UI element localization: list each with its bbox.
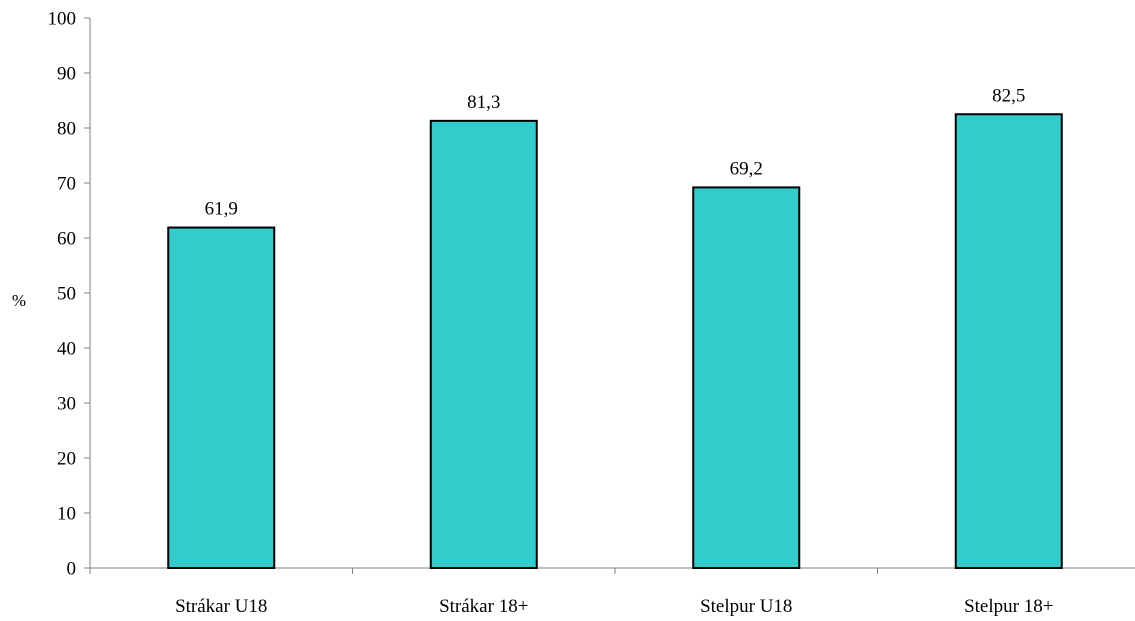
x-tick-label: Stelpur 18+ <box>964 596 1053 617</box>
data-label: 82,5 <box>992 85 1025 106</box>
y-tick-label: 40 <box>57 339 76 360</box>
y-tick-label: 20 <box>57 449 76 470</box>
y-tick-label: 50 <box>57 284 76 305</box>
y-tick-label: 30 <box>57 394 76 415</box>
y-tick-label: 100 <box>48 9 77 30</box>
x-tick-label: Strákar U18 <box>175 596 267 617</box>
y-tick-label: 0 <box>67 559 77 580</box>
x-tick-label: Strákar 18+ <box>439 596 528 617</box>
data-label: 69,2 <box>730 158 763 179</box>
data-label: 81,3 <box>467 92 500 113</box>
bar <box>429 119 538 569</box>
x-axis: Strákar U18 Strákar 18+ Stelpur U18 Stelpur… <box>89 567 1135 617</box>
y-tick-label: 60 <box>57 229 76 250</box>
bar <box>692 186 801 569</box>
data-labels: 61,9 81,3 69,2 82,5 <box>205 85 1026 219</box>
y-axis: 0 10 20 30 40 50 60 70 80 90 100 <box>48 9 91 580</box>
y-tick-label: 70 <box>57 174 76 195</box>
bar <box>167 226 276 570</box>
y-tick-label: 80 <box>57 119 76 140</box>
bar <box>954 113 1063 569</box>
y-tick-label: 10 <box>57 504 76 525</box>
data-label: 61,9 <box>205 199 238 220</box>
y-tick-label: 90 <box>57 64 76 85</box>
y-axis-title: % <box>12 291 26 310</box>
bars <box>167 113 1063 570</box>
x-tick-label: Stelpur U18 <box>700 596 792 617</box>
